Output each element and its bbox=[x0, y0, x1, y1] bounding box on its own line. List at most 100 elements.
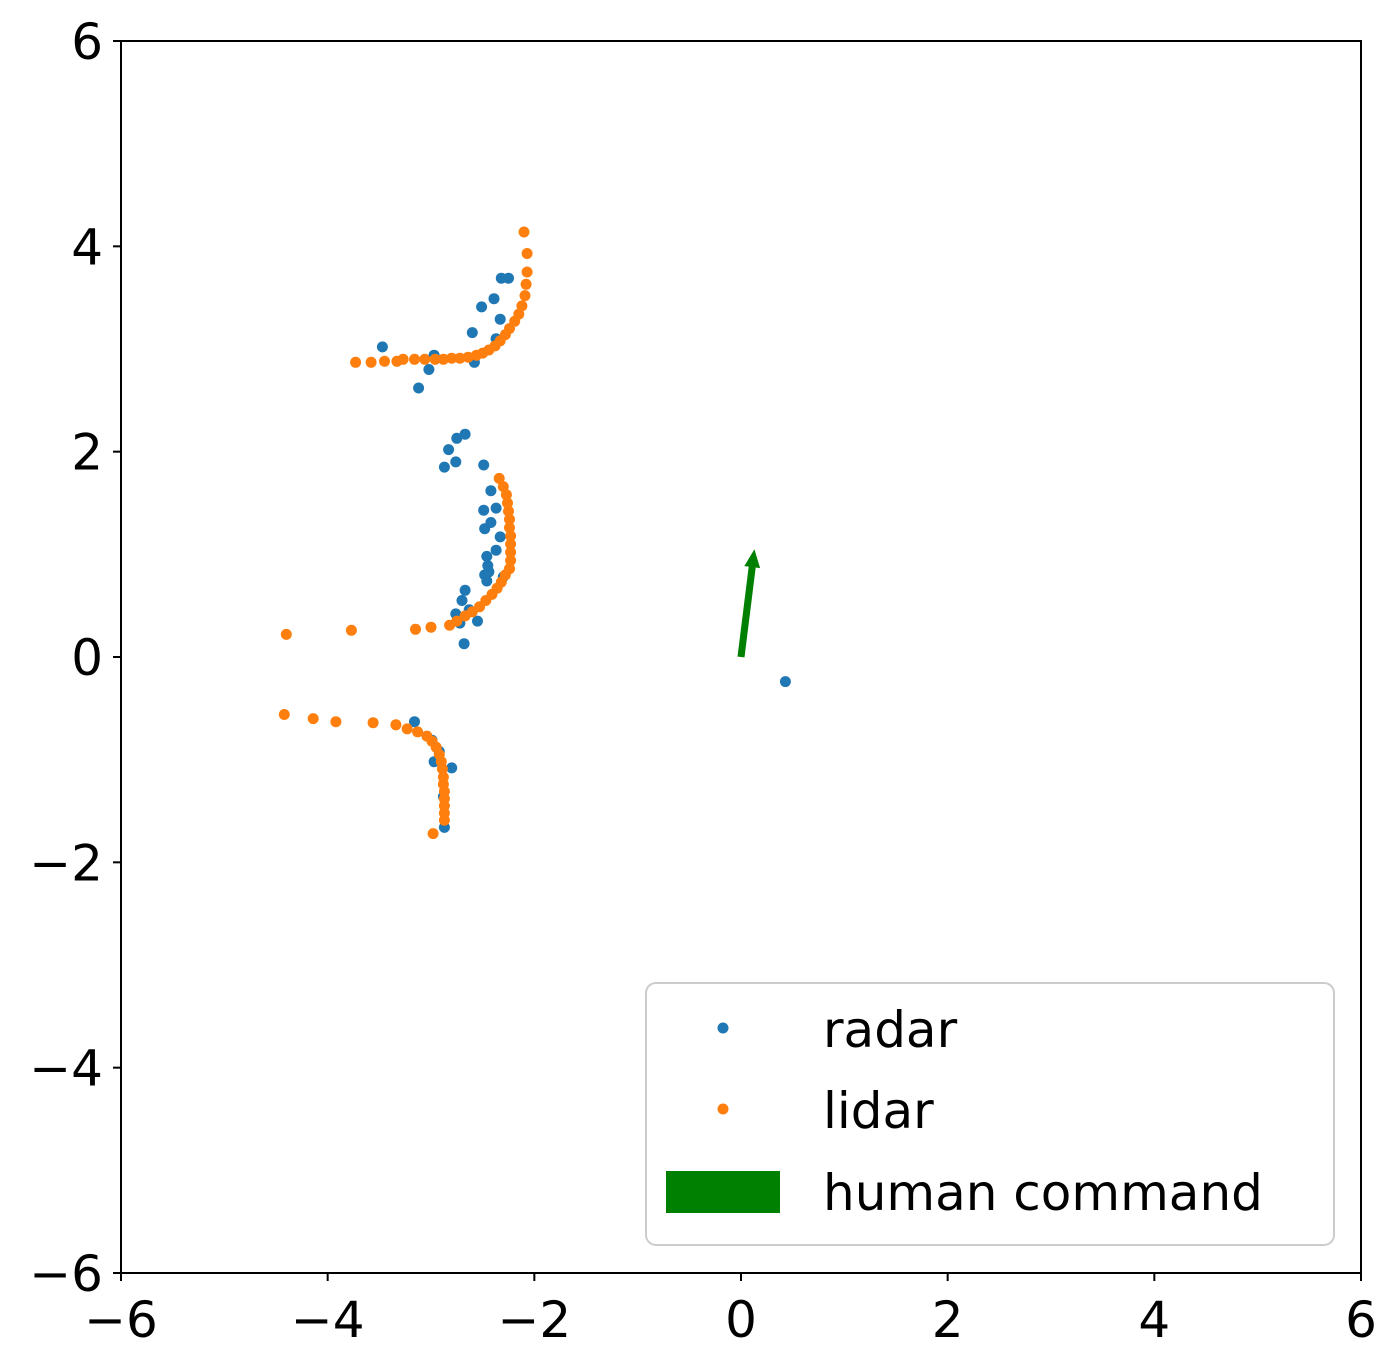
lidar-point bbox=[503, 505, 514, 517]
lidar-point bbox=[462, 351, 474, 363]
radar-point bbox=[494, 313, 506, 325]
radar-point bbox=[438, 461, 450, 473]
radar-point bbox=[443, 444, 455, 456]
lidar-point bbox=[390, 719, 402, 731]
legend-label-radar: radar bbox=[823, 1001, 958, 1059]
radar-point bbox=[779, 676, 791, 688]
radar-point bbox=[459, 584, 471, 596]
radar-point bbox=[413, 382, 425, 394]
lidar-point bbox=[425, 621, 437, 633]
radar-point bbox=[451, 432, 463, 444]
lidar-point bbox=[519, 290, 531, 302]
lidar-point bbox=[444, 619, 456, 631]
radar-point bbox=[478, 459, 490, 471]
lidar-point bbox=[307, 713, 319, 725]
radar-point bbox=[376, 341, 388, 353]
radar-point bbox=[450, 456, 462, 468]
y-tick-label: 4 bbox=[71, 218, 103, 276]
radar-point bbox=[488, 293, 500, 305]
x-tick-label: 6 bbox=[1345, 1291, 1377, 1349]
human-command-arrow bbox=[737, 549, 761, 658]
x-tick-label: 2 bbox=[932, 1291, 964, 1349]
lidar-point bbox=[410, 623, 421, 635]
y-tick-label: 2 bbox=[71, 424, 103, 482]
legend: radar lidar human command bbox=[645, 982, 1335, 1246]
radar-point bbox=[456, 595, 468, 606]
radar-point bbox=[466, 327, 478, 339]
radar-point bbox=[483, 566, 495, 578]
lidar-point bbox=[516, 300, 528, 312]
radar-point bbox=[485, 485, 497, 497]
radar-point bbox=[459, 428, 471, 440]
lidar-point bbox=[436, 763, 448, 775]
lidar-point bbox=[521, 266, 533, 278]
x-tick-label: 0 bbox=[725, 1291, 757, 1349]
lidar-point bbox=[367, 717, 379, 729]
x-tick-label: 4 bbox=[1138, 1291, 1170, 1349]
x-ticks: −6 −4 −2 0 2 4 6 bbox=[84, 1273, 1377, 1349]
lidar-point bbox=[409, 353, 420, 365]
radar-point bbox=[476, 301, 488, 313]
lidar-point bbox=[280, 628, 292, 640]
lidar-point bbox=[505, 538, 517, 550]
legend-marker-radar bbox=[717, 1022, 729, 1034]
lidar-point bbox=[505, 555, 517, 566]
lidar-point bbox=[350, 356, 362, 368]
lidar-point bbox=[500, 489, 512, 501]
x-tick-label: −4 bbox=[291, 1291, 365, 1349]
data-layer bbox=[278, 226, 791, 840]
radar-point bbox=[481, 550, 493, 562]
y-tick-label: 0 bbox=[71, 629, 103, 687]
lidar-point bbox=[438, 814, 450, 826]
y-tick-label: 6 bbox=[71, 13, 103, 71]
lidar-point bbox=[504, 522, 515, 534]
radar-point bbox=[472, 615, 483, 627]
y-tick-label: −4 bbox=[29, 1040, 103, 1098]
lidar-point bbox=[412, 726, 424, 738]
lidar-point bbox=[505, 530, 517, 542]
radar-point bbox=[458, 638, 470, 650]
radar-point bbox=[485, 517, 497, 528]
radar-point bbox=[503, 272, 514, 284]
radar-point bbox=[490, 544, 502, 556]
x-tick-label: −6 bbox=[84, 1291, 158, 1349]
x-tick-label: −2 bbox=[497, 1291, 571, 1349]
lidar-point bbox=[505, 546, 517, 558]
lidar-point bbox=[502, 497, 513, 509]
radar-point bbox=[446, 762, 458, 774]
radar-point bbox=[409, 716, 420, 728]
lidar-point bbox=[427, 828, 439, 840]
lidar-point bbox=[345, 624, 357, 636]
lidar-point bbox=[429, 353, 441, 365]
lidar-point bbox=[504, 513, 515, 525]
legend-marker-lidar bbox=[717, 1103, 729, 1115]
radar-point bbox=[490, 502, 502, 514]
lidar-point bbox=[520, 278, 532, 290]
lidar-point bbox=[521, 248, 533, 259]
lidar-point bbox=[330, 716, 342, 728]
legend-label-lidar: lidar bbox=[823, 1082, 934, 1140]
radar-point bbox=[481, 575, 493, 587]
lidar-point bbox=[397, 353, 409, 365]
y-tick-label: −6 bbox=[29, 1245, 103, 1303]
lidar-point bbox=[518, 226, 530, 238]
lidar-point bbox=[365, 356, 377, 368]
radar-point bbox=[478, 504, 490, 516]
lidar-point bbox=[454, 352, 466, 364]
legend-label-human-command: human command bbox=[823, 1164, 1263, 1222]
radar-point bbox=[423, 364, 435, 375]
lidar-point bbox=[401, 723, 413, 735]
legend-patch-human-command bbox=[666, 1171, 780, 1213]
legend-box bbox=[645, 982, 1335, 1246]
lidar-point bbox=[459, 610, 471, 622]
lidar-point bbox=[446, 352, 458, 364]
lidar-point bbox=[493, 472, 505, 484]
lidar-point bbox=[379, 355, 390, 367]
y-tick-label: −2 bbox=[29, 834, 103, 892]
radar-point bbox=[494, 531, 506, 543]
lidar-point bbox=[419, 353, 431, 365]
y-ticks: 6 4 2 0 −2 −4 −6 bbox=[29, 13, 121, 1303]
lidar-point bbox=[437, 353, 449, 365]
lidar-point bbox=[278, 709, 290, 720]
